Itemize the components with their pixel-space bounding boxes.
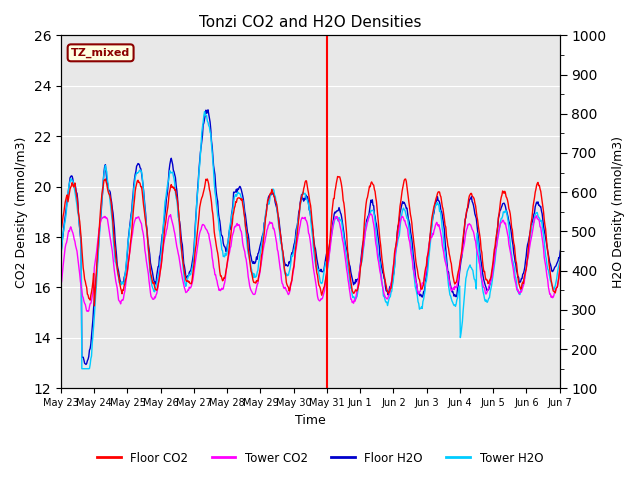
Text: TZ_mixed: TZ_mixed — [71, 48, 131, 58]
Legend: Floor CO2, Tower CO2, Floor H2O, Tower H2O: Floor CO2, Tower CO2, Floor H2O, Tower H… — [92, 447, 548, 469]
Y-axis label: H2O Density (mmol/m3): H2O Density (mmol/m3) — [612, 136, 625, 288]
Title: Tonzi CO2 and H2O Densities: Tonzi CO2 and H2O Densities — [199, 15, 422, 30]
Y-axis label: CO2 Density (mmol/m3): CO2 Density (mmol/m3) — [15, 136, 28, 288]
X-axis label: Time: Time — [295, 414, 326, 427]
